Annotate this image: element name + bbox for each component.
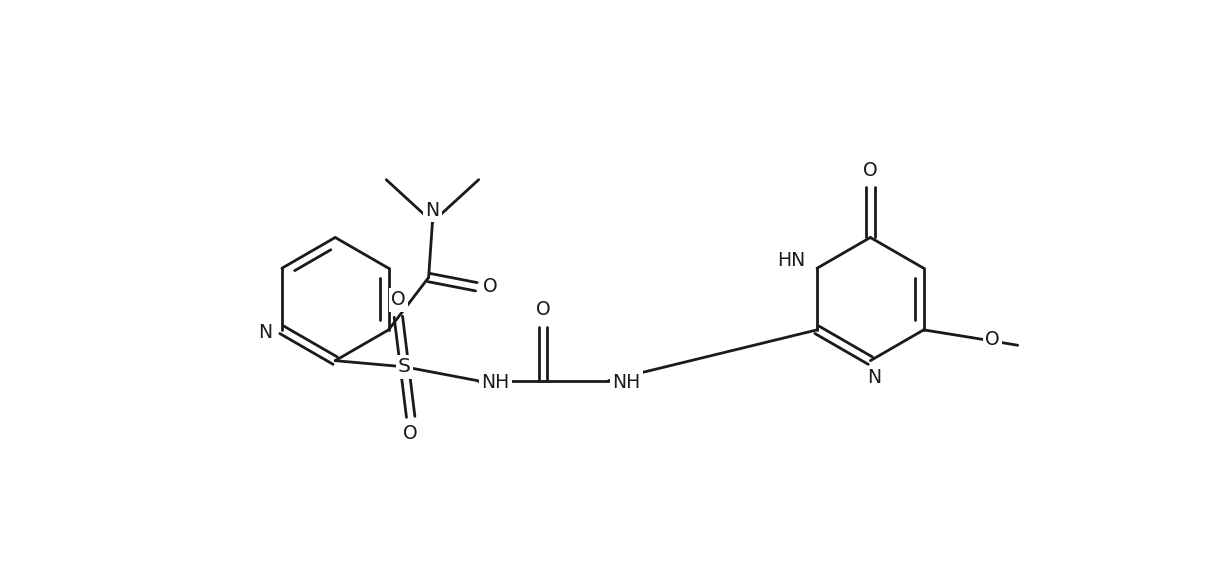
- Text: N: N: [426, 201, 439, 220]
- Text: NH: NH: [482, 374, 509, 393]
- Text: O: O: [536, 300, 551, 320]
- Text: O: O: [391, 291, 405, 309]
- Text: O: O: [403, 425, 417, 443]
- Text: S: S: [398, 357, 411, 376]
- Text: NH: NH: [612, 374, 640, 393]
- Text: N: N: [868, 368, 881, 387]
- Text: O: O: [863, 161, 877, 180]
- Text: HN: HN: [777, 251, 806, 270]
- Text: O: O: [483, 277, 497, 296]
- Text: N: N: [258, 322, 272, 342]
- Text: O: O: [985, 329, 999, 349]
